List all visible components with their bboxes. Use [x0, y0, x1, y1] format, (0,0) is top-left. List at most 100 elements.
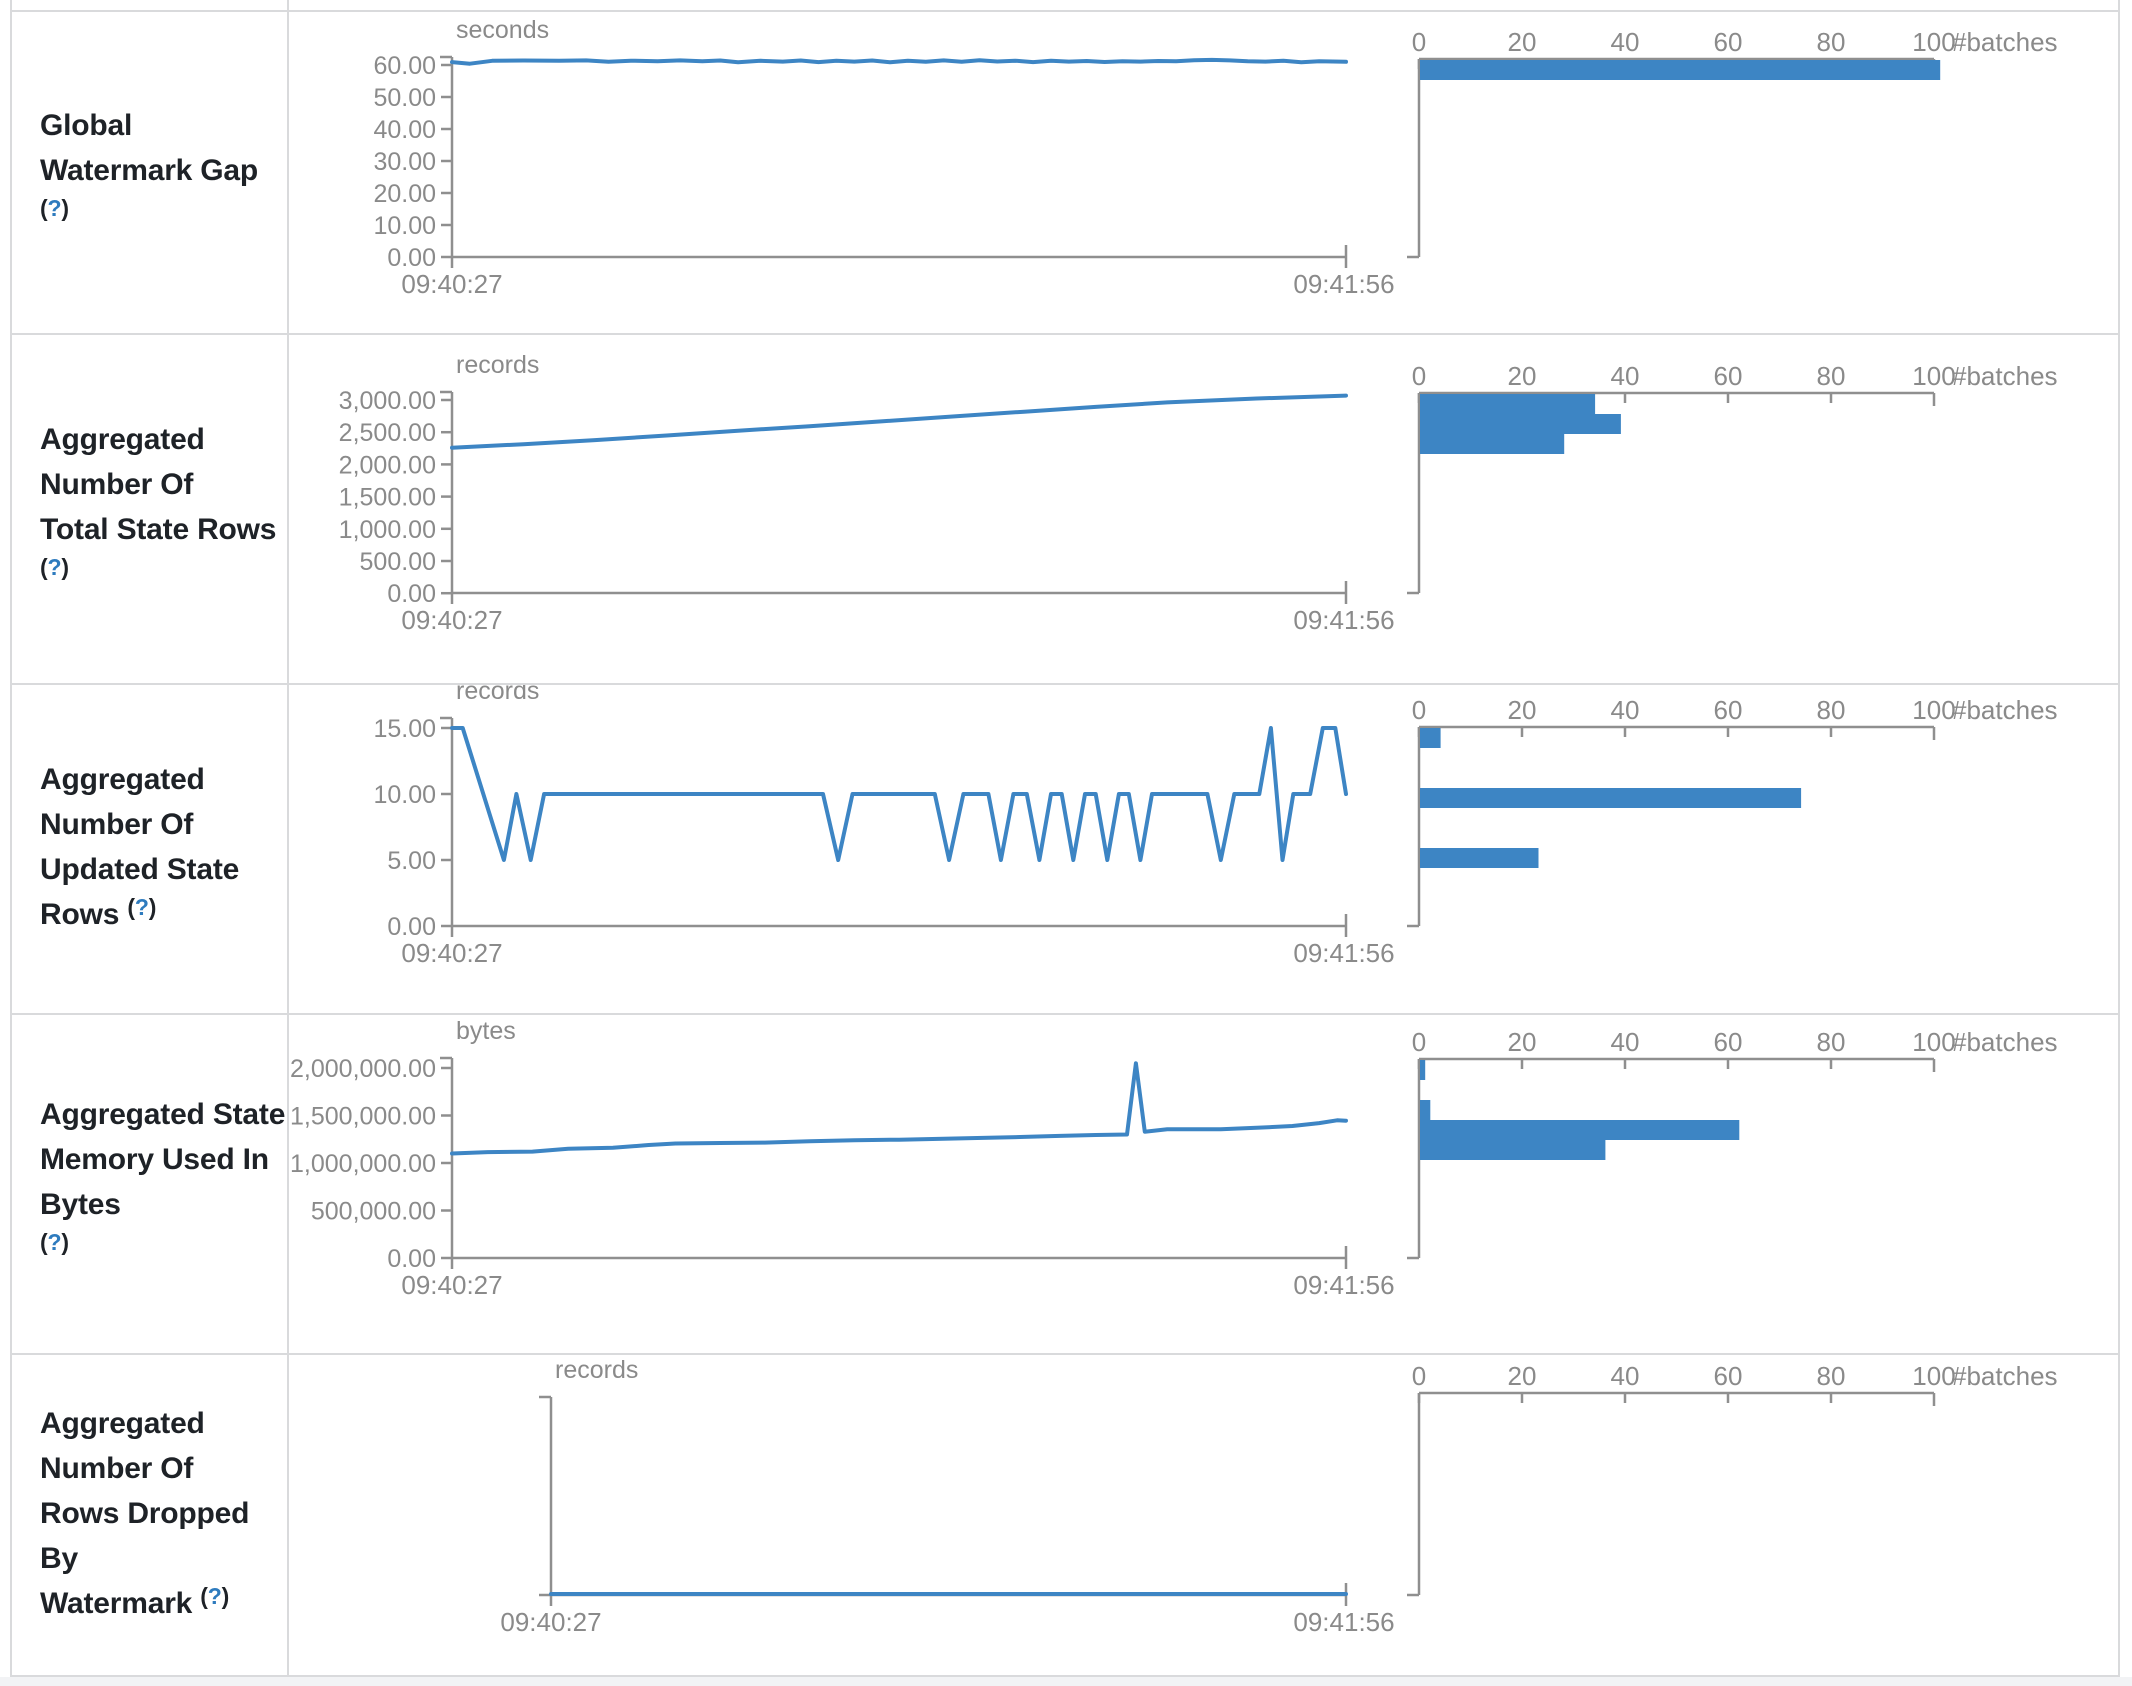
hist-tick-label: 60: [1714, 27, 1743, 57]
hist-tick-label: 0: [1412, 1027, 1426, 1057]
unit-label: records: [456, 351, 539, 379]
hist-tick-label: 0: [1412, 1361, 1426, 1391]
metric-name-cell: Aggregated Number Of Rows Dropped By Water…: [10, 1353, 287, 1675]
timeline-chart: bytes 2,000,000.00 1,500,000.00 1,000,000.0…: [290, 1017, 1395, 1300]
hist-tick-label: 60: [1714, 361, 1743, 391]
x-start-label: 09:40:27: [401, 605, 502, 635]
hist-tick-label: 0: [1412, 361, 1426, 391]
x-start-label: 09:40:27: [500, 1607, 601, 1637]
metric-row-3: Aggregated Number Of Updated State Rows (…: [10, 683, 2118, 1013]
metric-name-cell: Aggregated State Memory Used In Bytes (?): [10, 1013, 287, 1353]
histogram-bar: [1420, 1100, 1431, 1120]
x-start-label: 09:40:27: [401, 938, 502, 968]
hist-tick-label: 100: [1912, 27, 1955, 57]
metric-title-line: Global Watermark Gap: [40, 109, 259, 187]
y-tick-label: 50.00: [373, 84, 436, 112]
metric-name-cell: Aggregated Number Of Updated State Rows (…: [10, 683, 287, 1013]
histogram-bar: [1420, 414, 1621, 434]
unit-label: bytes: [456, 1017, 516, 1045]
hist-tick-label: 80: [1817, 695, 1846, 725]
metric-help-link[interactable]: (?): [127, 894, 157, 920]
metric-help-link[interactable]: (?): [40, 1229, 69, 1255]
hist-tick-label: 60: [1714, 1027, 1743, 1057]
metric-help-line: (?): [40, 1227, 287, 1274]
y-tick-label: 1,500,000.00: [290, 1103, 436, 1131]
metric-row-5: Aggregated Number Of Rows Dropped By Water…: [10, 1353, 2118, 1675]
hist-axis-title: #batches: [1952, 695, 2058, 725]
timeline-data-line: [450, 1061, 1348, 1156]
y-tick-label: 40.00: [373, 116, 436, 144]
metric-help-line: (?): [40, 193, 287, 240]
hist-tick-label: 80: [1817, 1027, 1846, 1057]
table-right-border: [2118, 0, 2120, 1677]
metric-name-cell: Aggregated Number Of Total State Rows (?): [10, 333, 287, 683]
metric-row-1: Global Watermark Gap (?) seconds 60.00 50.00…: [10, 10, 2118, 333]
row-border-3: [10, 1013, 2120, 1015]
timeline-data-line: [450, 57, 1348, 66]
y-tick-label: 500.00: [360, 548, 436, 576]
charts-cell: records 09:40:27 09:41:56 0 20 40 60 80 100#batc…: [500, 1356, 2058, 1637]
y-tick-label: 1,000,000.00: [290, 1150, 436, 1178]
hist-tick-label: 0: [1412, 695, 1426, 725]
hist-tick-label: 100: [1912, 1027, 1955, 1057]
y-tick-label: 1,500.00: [339, 484, 436, 512]
histogram-bar: [1420, 60, 1941, 80]
hist-tick-label: 40: [1611, 1361, 1640, 1391]
metric-title-line: Aggregated Number Of: [40, 1406, 205, 1485]
histogram-chart: 0 20 40 60 80 100#batches: [1407, 1027, 2058, 1260]
x-end-label: 09:41:56: [1293, 605, 1394, 635]
timeline-chart: seconds 60.00 50.00 40.00 30.00 20.00 10.00 0.0…: [373, 16, 1394, 299]
timeline-data-line: [450, 393, 1348, 450]
timeline-chart: records 09:40:27 09:41:56: [500, 1356, 1394, 1637]
histogram-bar: [1420, 848, 1539, 868]
hist-axis-title: #batches: [1952, 1027, 2058, 1057]
y-tick-label: 3,000.00: [339, 387, 436, 415]
unit-label: records: [555, 1356, 638, 1384]
hist-tick-label: 80: [1817, 361, 1846, 391]
metric-help-link[interactable]: (?): [40, 554, 69, 580]
hist-tick-label: 80: [1817, 27, 1846, 57]
row-border-4: [10, 1353, 2120, 1355]
hist-tick-label: 0: [1412, 27, 1426, 57]
hist-tick-label: 40: [1611, 1027, 1640, 1057]
y-tick-label: 2,000.00: [339, 451, 436, 479]
hist-axis-title: #batches: [1952, 1361, 2058, 1391]
hist-tick-label: 20: [1508, 1361, 1537, 1391]
metric-help-link[interactable]: (?): [40, 195, 69, 221]
metric-title: Aggregated Number Of Total State Rows (?): [40, 417, 287, 599]
unit-label: records: [456, 683, 539, 705]
table-left-border: [10, 0, 12, 1677]
y-tick-label: 1,000.00: [339, 516, 436, 544]
hist-axis-title: #batches: [1952, 27, 2058, 57]
x-start-label: 09:40:27: [401, 269, 502, 299]
metric-title-line: Memory Used In Bytes: [40, 1143, 269, 1221]
histogram-bar: [1420, 1140, 1606, 1160]
hist-tick-label: 20: [1508, 1027, 1537, 1057]
x-end-label: 09:41:56: [1293, 1607, 1394, 1637]
histogram-chart: 0 20 40 60 80 100#batches: [1407, 27, 2058, 259]
metric-title-line: Aggregated Number Of: [40, 763, 205, 841]
hist-tick-label: 100: [1912, 695, 1955, 725]
y-tick-label: 60.00: [373, 52, 436, 80]
charts-cell: seconds 60.00 50.00 40.00 30.00 20.00 10.00 0.0…: [373, 16, 2058, 299]
y-tick-label: 15.00: [373, 715, 436, 743]
metric-title-line: Total State Rows (?): [40, 513, 277, 580]
hist-tick-label: 60: [1714, 1361, 1743, 1391]
metric-title: Aggregated State Memory Used In Bytes (?): [40, 1092, 287, 1274]
metric-title-line: Watermark (?): [40, 1582, 230, 1620]
metric-title-line: Aggregated Number Of: [40, 423, 205, 501]
hist-tick-label: 40: [1611, 361, 1640, 391]
histogram-bar: [1420, 1120, 1740, 1140]
metric-help-link[interactable]: (?): [200, 1582, 230, 1609]
row-border-2: [10, 683, 2120, 685]
histogram-chart: 0 20 40 60 80 100#batches: [1407, 361, 2058, 595]
charts-cell: records 3,000.00 2,500.00 2,000.00 1,500.00 1…: [339, 351, 2058, 635]
row-border-0: [10, 10, 2120, 12]
hist-tick-label: 80: [1817, 1361, 1846, 1391]
hist-tick-label: 20: [1508, 695, 1537, 725]
metric-title: Aggregated Number Of Rows Dropped By Water…: [40, 1401, 287, 1628]
y-tick-label: 500,000.00: [311, 1198, 436, 1226]
y-tick-label: 30.00: [373, 148, 436, 176]
